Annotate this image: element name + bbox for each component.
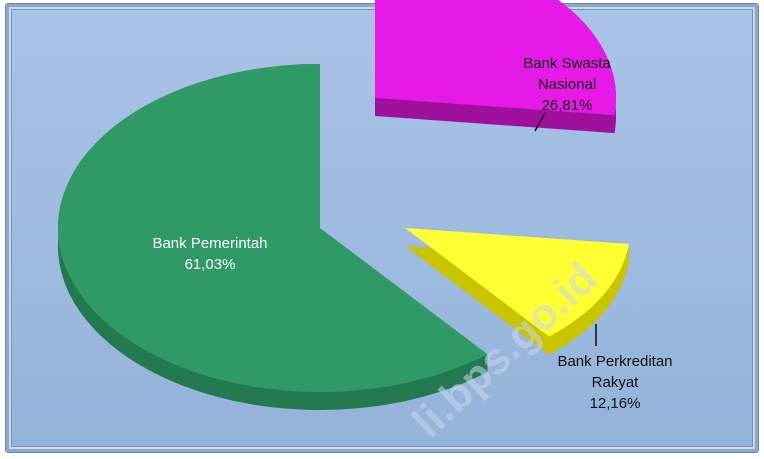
slice-label: 12,16% <box>590 395 641 412</box>
pie-slice <box>405 228 629 337</box>
slice-label: Rakyat <box>592 374 640 391</box>
slice-label: Bank Perkreditan <box>557 353 672 370</box>
pie-slice <box>375 0 617 116</box>
slice-label: 26,81% <box>542 97 593 114</box>
slice-label: Bank Swasta <box>523 55 611 72</box>
leader-line <box>534 112 546 132</box>
pie-slice <box>58 64 488 392</box>
slice-label: Bank Pemerintah <box>152 235 267 252</box>
slice-label: Nasional <box>538 76 596 93</box>
slice-label: 61,03% <box>185 256 236 273</box>
